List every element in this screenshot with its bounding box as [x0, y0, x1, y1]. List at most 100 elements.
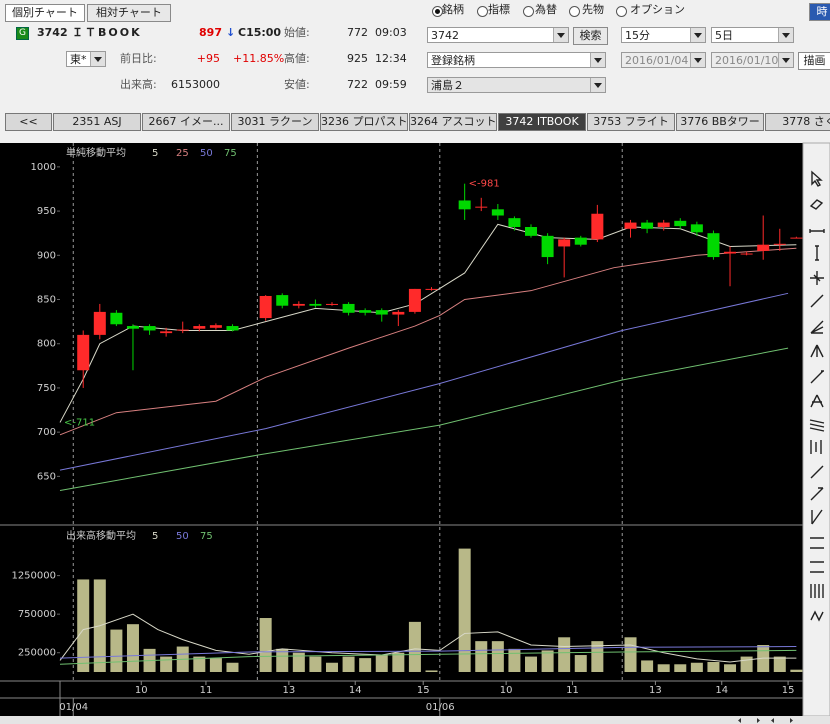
tool-icon — [809, 199, 824, 210]
candle-body — [392, 311, 405, 315]
moving-average — [59, 247, 797, 436]
draw-button[interactable]: 描画 — [798, 52, 830, 70]
tool-icon — [810, 440, 822, 454]
tool-icon — [810, 537, 824, 549]
legend-entry: 50 — [200, 148, 213, 159]
from-date[interactable]: 2016/01/04 — [621, 52, 706, 68]
tool-icon — [810, 344, 824, 358]
scrollbar[interactable] — [0, 716, 830, 724]
radio[interactable] — [569, 6, 580, 17]
tab[interactable]: 3264 アスコット — [409, 113, 497, 131]
tool-icon — [810, 320, 824, 334]
volume-bar — [541, 650, 554, 672]
radio[interactable] — [477, 6, 488, 17]
legend-entry: 5 — [152, 148, 158, 159]
tab[interactable]: 3776 BBタワー — [676, 113, 764, 131]
to-date[interactable]: 2016/01/10 — [711, 52, 794, 68]
corner-button[interactable]: 時 — [809, 3, 830, 21]
volume-bar — [325, 662, 338, 672]
legend-entry: 75 — [200, 531, 213, 542]
mode-button[interactable]: 個別チャート — [5, 4, 85, 22]
candle-body — [425, 288, 438, 290]
panel-title: 出来高移動平均 — [66, 529, 136, 542]
volume-bar — [458, 548, 471, 672]
x-tick-label: 14 — [349, 685, 362, 696]
tab[interactable]: << — [5, 113, 52, 131]
radio-label[interactable]: 指標 — [488, 3, 510, 16]
radio-label[interactable]: 先物 — [582, 3, 604, 16]
legend-entry: 25 — [176, 148, 189, 159]
candle-body — [508, 218, 521, 228]
mode-button[interactable]: 相対チャート — [87, 4, 171, 22]
x-tick-label: 15 — [782, 685, 795, 696]
label: 前日比: — [120, 52, 157, 65]
tool-icon — [810, 610, 824, 622]
tab[interactable]: 3742 ITBOOK — [498, 113, 586, 131]
candle-body — [160, 331, 173, 334]
moving-average — [59, 649, 797, 665]
tab[interactable]: 3236 プロパスト — [320, 113, 408, 131]
x-tick-label: 11 — [200, 685, 213, 696]
tool-icon — [809, 419, 825, 432]
radio-label[interactable]: 為替 — [535, 3, 557, 16]
candle-body — [624, 222, 637, 229]
candle-body — [707, 233, 720, 258]
tool-icon — [811, 170, 823, 187]
candle-body — [491, 209, 504, 216]
tab[interactable]: 3778 さく — [765, 113, 830, 131]
value: 12:34 — [375, 52, 407, 65]
candle-body — [93, 311, 106, 335]
candle-body — [591, 213, 604, 240]
list-select[interactable]: 登録銘柄 — [427, 52, 606, 68]
tab[interactable]: 2667 イメー... — [142, 113, 230, 131]
volume-bar — [641, 660, 654, 672]
candle-body — [408, 288, 421, 312]
candle-body — [193, 326, 206, 329]
candle-body — [657, 222, 670, 228]
symbol: 3742 — [431, 29, 459, 42]
candle-body — [674, 220, 687, 227]
moving-average — [59, 646, 797, 659]
radio-label[interactable]: 銘柄 — [442, 3, 464, 16]
candle-body — [790, 237, 803, 239]
tab[interactable]: 2351 ASJ — [53, 113, 141, 131]
label: 高値: — [284, 52, 310, 65]
group-select[interactable]: 浦島２ — [427, 77, 606, 93]
radio[interactable] — [432, 6, 443, 17]
tab[interactable]: 3031 ラクーン — [231, 113, 319, 131]
candle-body — [724, 251, 737, 254]
volume-bar — [342, 656, 355, 672]
candle-body — [259, 295, 272, 319]
radio-label[interactable]: オプション — [630, 3, 685, 16]
chart-background — [0, 143, 803, 716]
tab[interactable]: 3753 フライト — [587, 113, 675, 131]
candle-body — [558, 239, 571, 247]
y-tick-label: 800 — [37, 339, 56, 350]
candle-body — [276, 295, 289, 306]
legend-entry: 50 — [176, 531, 189, 542]
candle-body — [309, 303, 322, 306]
volume-bar — [657, 664, 670, 672]
tool-icon — [815, 245, 819, 261]
date-label: 01/04 — [59, 702, 88, 713]
y-tick-label: 850 — [37, 295, 56, 306]
volume-bar — [77, 579, 90, 672]
tool-icon — [810, 394, 824, 408]
symbol-select[interactable]: 3742 — [427, 27, 569, 43]
tool-icon — [810, 584, 824, 598]
chart: 650 700 750 800 850 900 950 1000 <-981 <-711 単純移動平… — [0, 142, 830, 724]
annotation: <-711 — [64, 417, 95, 428]
candle-body — [292, 303, 305, 306]
tab-strip: << 2351 ASJ 2667 イメー... 3031 ラクーン 3236 プロパスト… — [5, 113, 830, 131]
candle-body — [541, 235, 554, 258]
market-select[interactable]: 東* — [66, 51, 106, 67]
radio[interactable] — [616, 6, 627, 17]
search-button[interactable]: 検索 — [573, 27, 608, 45]
interval-select[interactable]: 15分 — [621, 27, 706, 43]
moving-average — [59, 223, 797, 423]
span-select[interactable]: 5日 — [711, 27, 794, 43]
label: 始値: — [284, 26, 310, 39]
radio[interactable] — [523, 6, 534, 17]
value: 09:59 — [375, 78, 407, 91]
label: 安値: — [284, 78, 310, 91]
